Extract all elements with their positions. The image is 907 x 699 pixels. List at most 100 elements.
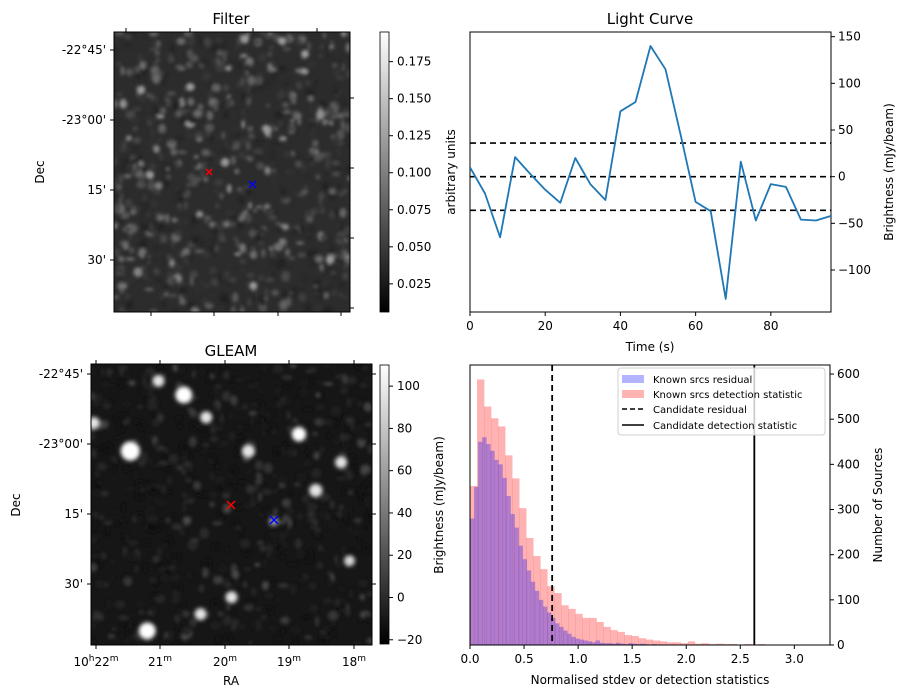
legend-label-residual: Known srcs residual xyxy=(653,375,752,386)
filter-texture-blob xyxy=(152,41,159,47)
filter-texture-blob xyxy=(236,82,246,87)
filter-texture-blob xyxy=(288,256,296,260)
gleam-texture-blob xyxy=(100,491,109,497)
filter-texture-blob xyxy=(200,58,210,67)
gleam-texture-blob xyxy=(267,542,271,554)
gleam-texture-blob xyxy=(236,364,240,370)
filter-ylabel: Dec xyxy=(33,160,47,183)
gleam-texture-blob xyxy=(243,604,254,611)
filter-texture-blob xyxy=(307,157,315,162)
filter-texture-blob xyxy=(330,134,335,139)
filter-texture-blob xyxy=(330,289,338,296)
gleam-texture-blob xyxy=(220,481,226,489)
filter-texture-blob xyxy=(140,266,146,270)
filter-texture-blob xyxy=(306,236,312,242)
gleam-source xyxy=(291,427,307,442)
filter-texture-blob xyxy=(275,221,281,226)
light-curve-ytick-label: 0 xyxy=(838,170,846,184)
filter-texture-blob xyxy=(232,236,238,241)
gleam-texture-blob xyxy=(156,546,163,557)
filter-image xyxy=(114,32,350,312)
gleam-texture-blob xyxy=(208,454,217,465)
gleam-texture-blob xyxy=(182,461,193,468)
filter-texture-blob xyxy=(211,235,221,242)
filter-texture-blob xyxy=(173,147,181,150)
filter-texture-blob xyxy=(126,278,137,283)
gleam-texture-blob xyxy=(342,433,351,441)
histogram-bar-detection-statistic xyxy=(673,642,682,645)
filter-texture-blob xyxy=(147,272,157,277)
filter-texture-blob xyxy=(244,213,252,223)
filter-texture-blob xyxy=(311,131,317,136)
filter-texture-blob xyxy=(158,123,167,134)
gleam-texture-blob xyxy=(182,501,186,513)
gleam-texture-blob xyxy=(175,415,183,422)
gleam-texture-blob xyxy=(254,562,260,567)
filter-texture-blob xyxy=(125,227,130,231)
gleam-texture-blob xyxy=(187,540,198,551)
gleam-texture-blob xyxy=(233,576,240,587)
filter-texture-blob xyxy=(342,289,347,298)
histogram-bar-detection-statistic xyxy=(533,556,541,645)
gleam-texture-blob xyxy=(172,553,182,561)
gleam-texture-blob xyxy=(228,410,234,421)
filter-texture-blob xyxy=(179,298,186,306)
filter-texture-blob xyxy=(325,285,332,295)
gleam-texture-blob xyxy=(100,515,104,520)
filter-texture-blob xyxy=(293,34,300,44)
histogram-xtick-label: 0.5 xyxy=(515,652,534,666)
filter-texture-blob xyxy=(267,32,273,37)
filter-texture-blob xyxy=(276,90,286,100)
gleam-texture-blob xyxy=(318,445,326,454)
legend-label-candidate-detection: Candidate detection statistic xyxy=(653,421,797,432)
filter-texture-blob xyxy=(153,145,160,154)
gleam-texture-blob xyxy=(228,377,235,382)
gleam-texture-blob xyxy=(250,586,257,596)
filter-texture-blob xyxy=(141,167,148,173)
gleam-texture-blob xyxy=(220,441,229,447)
gleam-texture-blob xyxy=(216,476,224,483)
histogram-bar-detection-statistic xyxy=(568,608,576,645)
gleam-texture-blob xyxy=(210,599,221,608)
gleam-texture-blob xyxy=(142,451,148,462)
filter-texture-blob xyxy=(144,252,148,262)
filter-texture-blob xyxy=(197,103,204,111)
histogram-bar-detection-statistic xyxy=(617,631,625,645)
filter-texture-blob xyxy=(200,125,207,133)
gleam-texture-blob xyxy=(102,553,107,559)
gleam-texture-blob xyxy=(352,530,360,536)
histogram-bar-residual xyxy=(607,643,613,645)
gleam-texture-blob xyxy=(221,391,231,402)
gleam-texture-blob xyxy=(104,442,113,453)
gleam-texture-blob xyxy=(264,509,274,516)
gleam-texture-blob xyxy=(294,482,301,487)
gleam-texture-blob xyxy=(143,562,148,574)
filter-texture-blob xyxy=(153,107,159,116)
filter-texture-blob xyxy=(192,109,203,118)
filter-texture-blob xyxy=(165,213,170,223)
gleam-texture-blob xyxy=(142,539,150,546)
filter-texture-blob xyxy=(228,96,236,101)
filter-texture-blob xyxy=(121,158,131,167)
filter-texture-blob xyxy=(155,35,162,42)
gleam-texture-blob xyxy=(245,374,250,381)
histogram-bar-residual xyxy=(502,477,507,645)
gleam-texture-blob xyxy=(326,571,334,575)
gleam-texture-blob xyxy=(237,624,246,629)
filter-texture-blob xyxy=(237,151,245,159)
gleam-texture-blob xyxy=(298,577,308,583)
filter-texture-blob xyxy=(160,73,168,78)
histogram-bar-detection-statistic xyxy=(645,639,654,645)
filter-texture-blob xyxy=(132,134,136,139)
gleam-texture-blob xyxy=(188,409,197,416)
filter-texture-blob xyxy=(174,309,178,312)
filter-texture-blob xyxy=(309,259,318,267)
gleam-texture-blob xyxy=(290,625,302,635)
gleam-texture-blob xyxy=(306,510,316,519)
filter-texture-blob xyxy=(331,139,340,144)
filter-texture-blob xyxy=(291,110,300,116)
gleam-texture-blob xyxy=(287,395,293,401)
filter-texture-blob xyxy=(162,284,172,289)
gleam-texture-blob xyxy=(156,523,162,532)
histogram-bar-residual xyxy=(478,441,483,645)
